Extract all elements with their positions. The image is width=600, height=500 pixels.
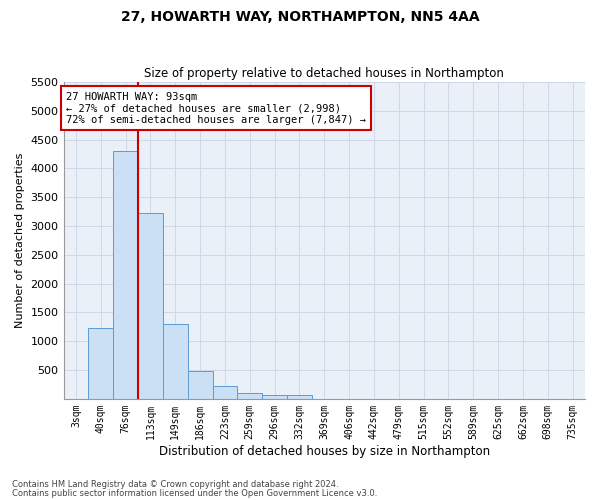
- Bar: [88, 328, 113, 399]
- Bar: [287, 396, 312, 399]
- Text: 27 HOWARTH WAY: 93sqm
← 27% of detached houses are smaller (2,998)
72% of semi-d: 27 HOWARTH WAY: 93sqm ← 27% of detached …: [66, 92, 366, 125]
- Bar: [212, 386, 238, 399]
- Text: Contains public sector information licensed under the Open Government Licence v3: Contains public sector information licen…: [12, 489, 377, 498]
- Bar: [163, 324, 188, 399]
- Bar: [262, 395, 287, 399]
- Bar: [113, 151, 138, 399]
- X-axis label: Distribution of detached houses by size in Northampton: Distribution of detached houses by size …: [159, 444, 490, 458]
- Title: Size of property relative to detached houses in Northampton: Size of property relative to detached ho…: [145, 66, 504, 80]
- Bar: [138, 214, 163, 399]
- Text: Contains HM Land Registry data © Crown copyright and database right 2024.: Contains HM Land Registry data © Crown c…: [12, 480, 338, 489]
- Bar: [188, 371, 212, 399]
- Bar: [238, 393, 262, 399]
- Text: 27, HOWARTH WAY, NORTHAMPTON, NN5 4AA: 27, HOWARTH WAY, NORTHAMPTON, NN5 4AA: [121, 10, 479, 24]
- Y-axis label: Number of detached properties: Number of detached properties: [15, 153, 25, 328]
